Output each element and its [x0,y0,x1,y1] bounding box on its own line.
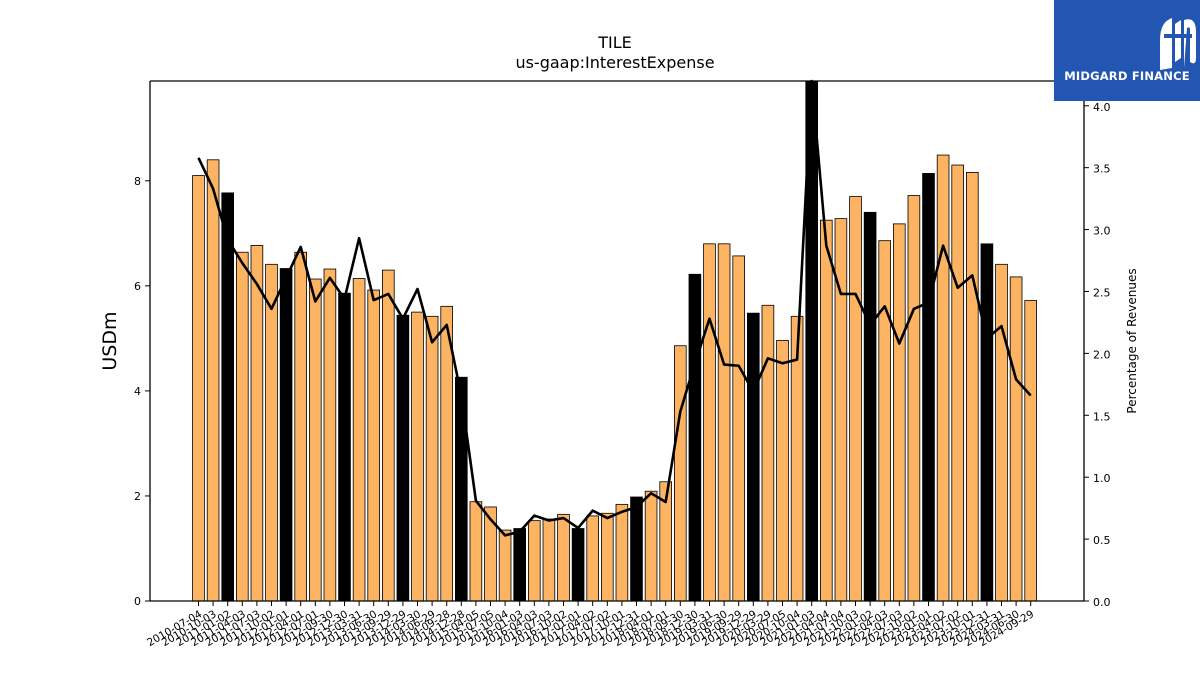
bar-2024-09-29 [1024,300,1038,602]
y2-tick-label: 2.0 [1093,348,1111,361]
logo-text: MIDGARD FINANCE [1064,69,1190,83]
bar-2014-03-30 [411,311,424,602]
y2-tick-label: 3.0 [1093,225,1111,238]
bar-2013-12-29 [396,314,410,602]
y-tick-label: 4 [134,385,141,398]
bar-2022-04-03 [878,240,891,602]
bar-2010-07-04 [192,175,205,602]
bar-2011-04-03 [235,251,249,602]
y-tick-label: 6 [134,280,141,293]
midgard-logo-icon [1160,18,1196,70]
bar-2021-10-03 [849,196,862,602]
revenue-percentage-series [197,79,1032,537]
bar-2018-09-30 [674,345,687,602]
bar-2014-12-28 [454,376,468,602]
bar-2020-03-29 [761,304,775,602]
bar-2018-04-01 [644,490,658,602]
bar-2023-12-31 [980,243,994,602]
bar-2024-06-30 [1009,276,1023,602]
chart-title: TILE [597,33,632,52]
y2-axis-ticks: 0.0 0.5 1.0 1.5 2.0 2.5 3.0 3.5 4.0 [1084,101,1111,609]
bar-2012-09-30 [323,268,337,602]
y2-tick-label: 4.0 [1093,101,1111,114]
y-tick-label: 2 [134,490,141,503]
bar-2011-07-03 [250,244,264,602]
y2-axis-label: Percentage of Revenues [1125,268,1139,413]
bar-2018-12-30 [688,273,702,602]
y2-tick-label: 3.5 [1093,163,1111,176]
bar-2012-07-01 [308,278,322,602]
bar-2023-10-01 [966,171,979,602]
bar-series [192,80,1038,602]
bar-2011-10-02 [265,263,278,602]
bar-2012-01-01 [279,268,293,602]
y2-tick-label: 0.5 [1093,534,1111,547]
bar-2013-06-30 [367,289,380,602]
bar-2012-04-01 [294,251,307,602]
bar-2010-10-03 [206,159,220,602]
bar-2022-01-02 [863,211,877,602]
bar-2019-12-29 [747,312,760,602]
bar-2023-07-02 [951,164,964,602]
midgard-finance-logo: MIDGARD FINANCE [1054,0,1200,101]
bar-2014-06-29 [425,315,439,602]
bar-2020-07-05 [776,340,789,602]
bar-2019-09-29 [732,255,745,602]
bar-2016-10-02 [557,513,570,602]
bar-2019-06-30 [717,243,731,602]
bar-2016-04-03 [528,520,541,602]
y-tick-label: 8 [134,175,141,188]
bar-2017-07-02 [601,512,614,602]
y2-tick-label: 1.5 [1093,410,1111,423]
bar-2024-03-31 [995,263,1008,602]
bar-2013-03-31 [352,278,366,602]
bar-2016-01-03 [513,528,526,602]
y-axis-label: USDm [99,311,121,370]
bar-2019-03-31 [703,243,716,602]
bar-2023-01-01 [922,173,935,602]
bar-2022-10-02 [907,195,921,602]
y-tick-label: 0 [134,595,141,608]
revenue-percentage-line [197,79,1032,537]
bar-2017-04-02 [586,515,599,602]
bar-2017-10-01 [615,503,629,602]
y2-tick-label: 1.0 [1093,472,1111,485]
bar-2017-12-31 [630,496,643,602]
y-axis-ticks: 0 2 4 6 8 [134,175,150,608]
bar-2015-04-05 [469,501,483,602]
bar-2013-09-29 [381,269,395,602]
y2-tick-label: 2.5 [1093,286,1111,299]
bar-2021-04-04 [820,219,833,602]
bar-2017-01-01 [571,528,585,602]
x-axis-ticks: 2010-07-042010-10-032011-01-022011-04-03… [145,601,1036,649]
chart-subtitle: us-gaap:InterestExpense [515,53,714,72]
y2-tick-label: 0.0 [1093,596,1111,609]
bar-2011-01-02 [221,192,235,602]
bar-2016-07-03 [542,518,556,602]
bar-2022-07-03 [893,223,906,602]
bar-2012-12-30 [338,292,351,602]
bar-2015-10-04 [498,529,512,602]
bar-2023-04-02 [936,154,950,602]
